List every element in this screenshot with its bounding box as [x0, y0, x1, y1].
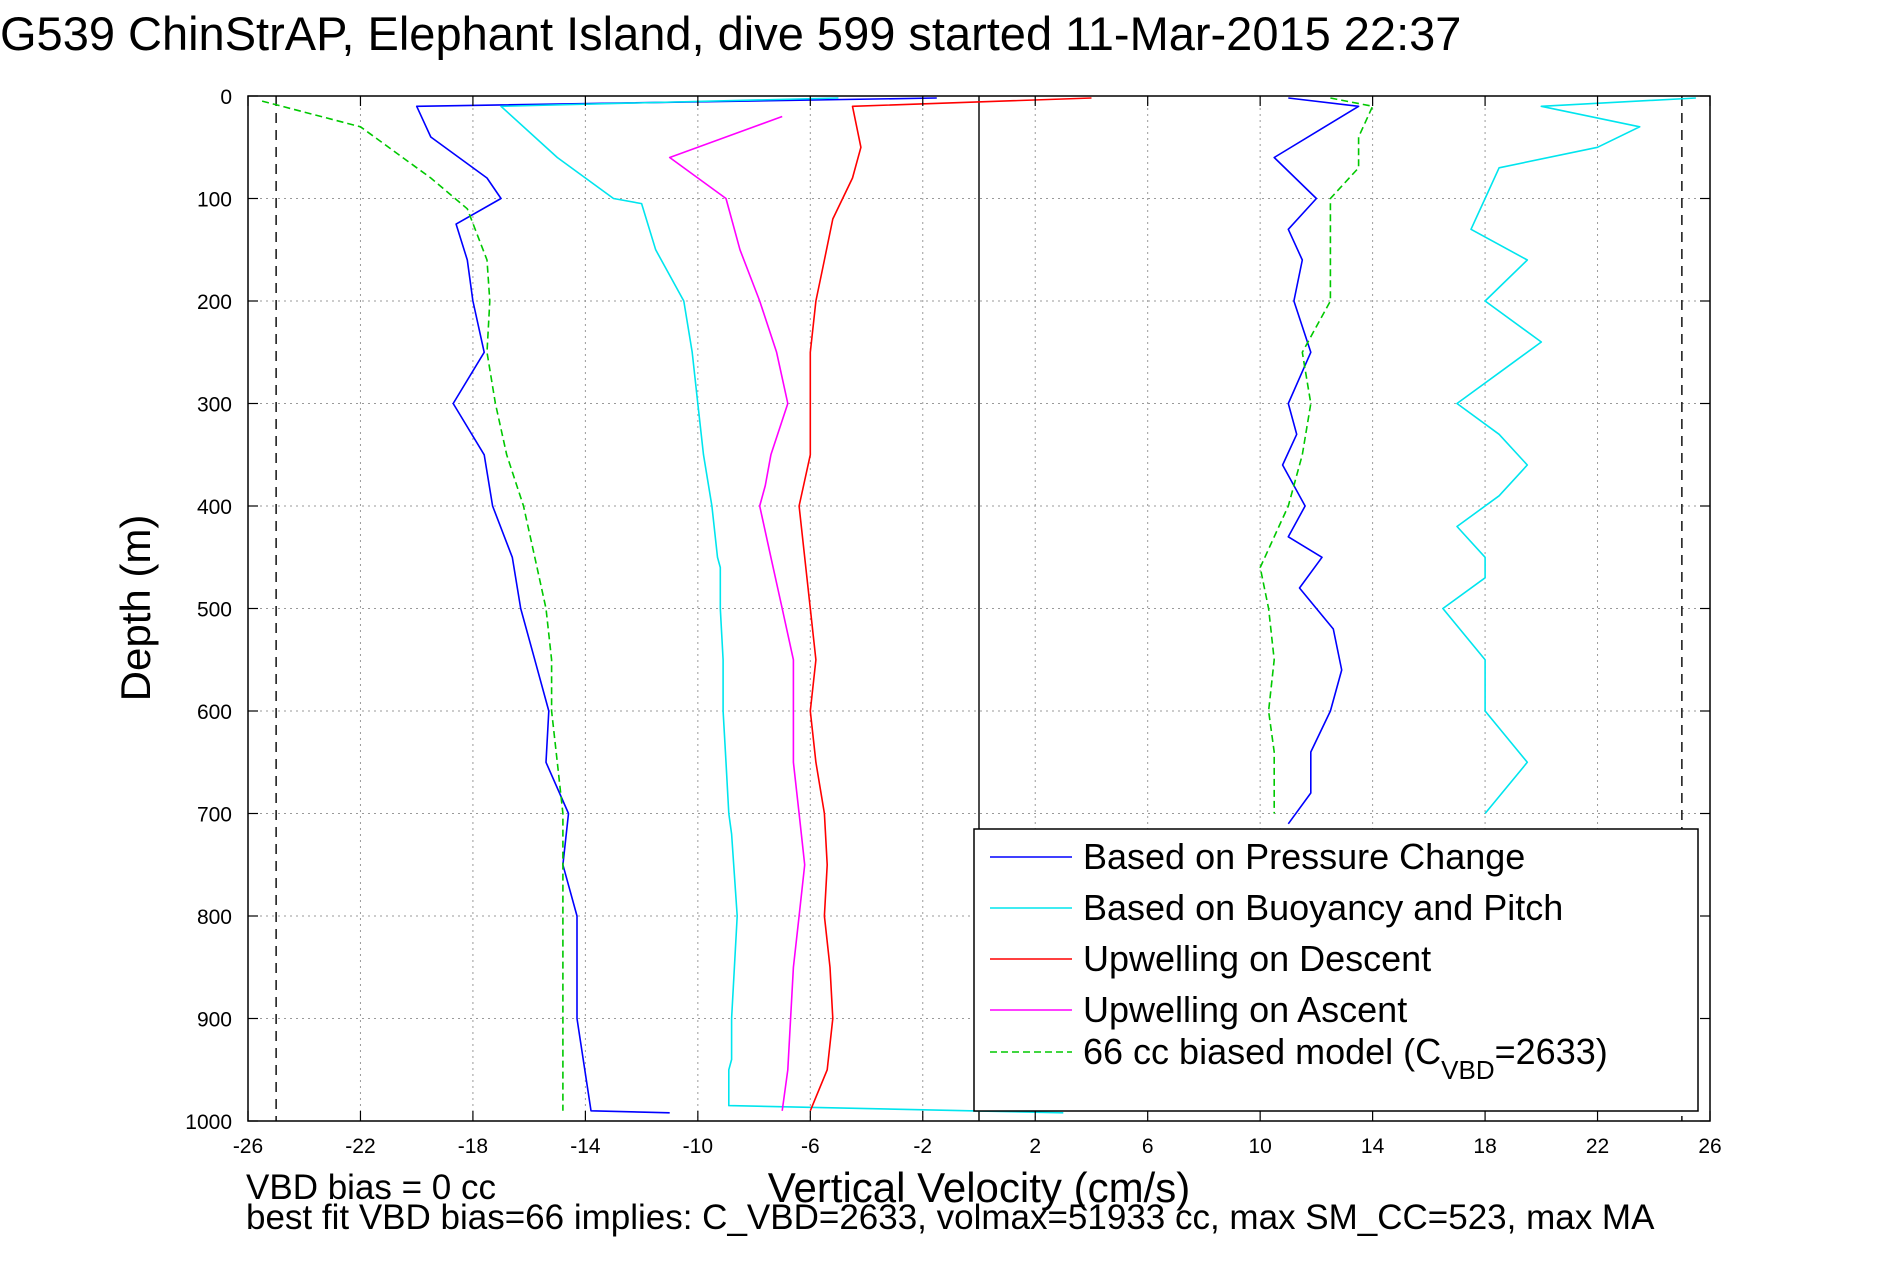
- series-line: [798, 97, 1092, 1112]
- y-tick-label: 600: [197, 701, 232, 724]
- y-axis-label: Depth (m): [112, 515, 159, 702]
- series-line: [668, 115, 806, 1111]
- y-tick-label: 900: [197, 1009, 232, 1032]
- legend-label: Upwelling on Ascent: [1083, 989, 1407, 1030]
- legend-label: Upwelling on Descent: [1083, 938, 1431, 979]
- series-line: [1273, 97, 1360, 825]
- series-line: [415, 97, 937, 1114]
- x-axis-label: Vertical Velocity (cm/s): [768, 1164, 1190, 1211]
- series-line: [1259, 97, 1374, 814]
- legend-label: Based on Pressure Change: [1083, 836, 1525, 877]
- x-tick-label: -18: [458, 1135, 488, 1158]
- legend-label: Based on Buoyancy and Pitch: [1083, 887, 1563, 928]
- legend: Based on Pressure Change Based on Buoyanc…: [973, 828, 1699, 1112]
- vbd-bias-note: VBD bias = 0 cc: [246, 1168, 496, 1207]
- x-tick-label: -14: [570, 1135, 601, 1158]
- x-tick-label: 2: [1029, 1135, 1041, 1158]
- series-lines: [261, 97, 1696, 1114]
- x-tick-label: -26: [233, 1135, 263, 1158]
- y-tick-label: 200: [197, 291, 232, 314]
- y-tick-label: 800: [197, 906, 232, 929]
- x-tick-label: 26: [1698, 1135, 1721, 1158]
- y-tick-label: 100: [197, 189, 232, 212]
- series-line: [261, 100, 564, 1111]
- legend-box: [973, 828, 1699, 1112]
- chart-title: G539 ChinStrAP, Elephant Island, dive 59…: [0, 7, 1462, 60]
- best-fit-note: best fit VBD bias=66 implies: C_VBD=2633…: [246, 1198, 1655, 1237]
- x-tick-label: 22: [1586, 1135, 1609, 1158]
- x-tick-label: -10: [683, 1135, 713, 1158]
- x-tick-label: 14: [1361, 1135, 1385, 1158]
- y-tick-label: 500: [197, 599, 232, 622]
- y-tick-label: 1000: [185, 1111, 232, 1134]
- y-tick-label: 0: [220, 86, 232, 109]
- x-tick-label: -2: [913, 1135, 932, 1158]
- x-tick-label: 18: [1473, 1135, 1496, 1158]
- x-tick-label: -6: [801, 1135, 820, 1158]
- x-tick-label: 10: [1248, 1135, 1271, 1158]
- x-tick-label: -22: [345, 1135, 375, 1158]
- y-tick-label: 400: [197, 496, 232, 519]
- y-tick-label: 700: [197, 804, 232, 827]
- series-line: [1442, 97, 1696, 815]
- x-tick-label: 6: [1142, 1135, 1154, 1158]
- axis-ticks: -26 -22 -18 -14 -10 -6 -2 2 6 10 14 18 22 26010020030…: [185, 86, 1721, 1158]
- series-line: [500, 97, 1064, 1114]
- y-tick-label: 300: [197, 394, 232, 417]
